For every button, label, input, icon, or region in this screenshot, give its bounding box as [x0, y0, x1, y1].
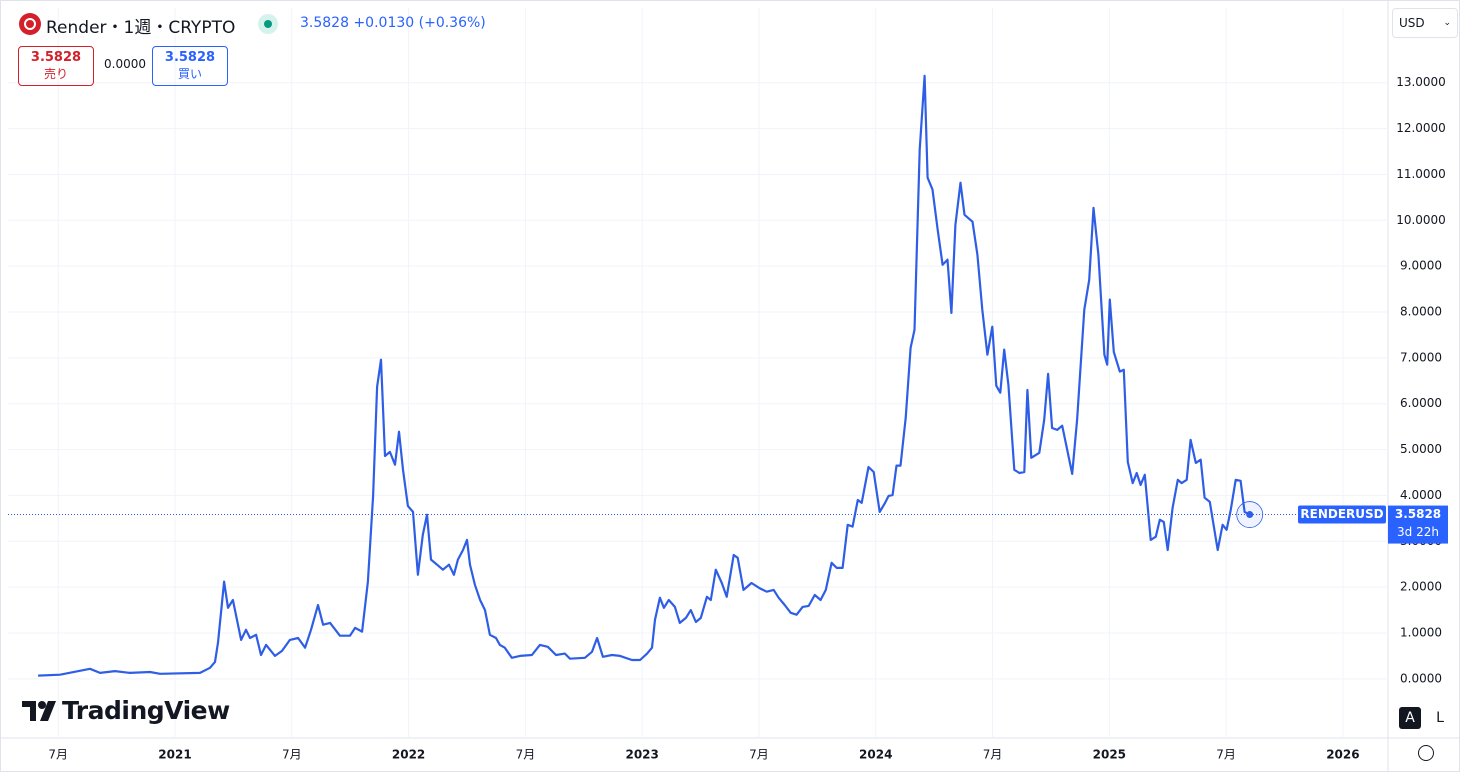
symbol-label-bg [1298, 505, 1386, 524]
price-line [38, 74, 1251, 677]
dropdown-caret: ⌄ [1443, 18, 1451, 28]
y-tick-label: 11.0000 [1396, 167, 1446, 181]
sell-button[interactable]: 3.5828 売り [18, 46, 94, 86]
x-tick-label: 7月 [48, 748, 68, 762]
price-change: +0.0130 [353, 15, 415, 31]
x-tick-label: 7月 [516, 748, 536, 762]
y-tick-label: 5.0000 [1400, 442, 1442, 456]
market-status[interactable] [258, 14, 278, 34]
y-tick-label: 13.0000 [1396, 75, 1446, 89]
buy-button[interactable]: 3.5828 買い [152, 46, 228, 86]
last-price: 3.5828 [300, 15, 349, 31]
x-tick-label: 2026 [1326, 748, 1359, 762]
y-tick-label: 1.0000 [1400, 625, 1442, 639]
y-tick-label: 8.0000 [1400, 305, 1442, 319]
x-tick-label: 7月 [282, 748, 302, 762]
log-scale-button[interactable]: L [1436, 710, 1444, 726]
sell-label: 売り [43, 67, 68, 81]
currency-select[interactable]: USD ⌄ [1392, 8, 1458, 38]
x-tick-label: 7月 [1216, 748, 1236, 762]
x-tick-label: 2021 [158, 748, 191, 762]
price-label: 3.5828 [1395, 507, 1441, 521]
brand-name: TradingView [62, 696, 230, 725]
countdown-label: 3d 22h [1397, 525, 1439, 539]
quote: 3.5828 +0.0130 (+0.36%) [300, 15, 486, 31]
price-label-bg [1388, 505, 1448, 544]
settings-button[interactable] [1418, 745, 1434, 761]
status-dot [264, 20, 272, 28]
symbol-label: RENDERUSD [1300, 507, 1383, 521]
x-tick-label: 2023 [625, 748, 658, 762]
spread: 0.0000 [104, 57, 146, 71]
last-point [1246, 511, 1254, 519]
symbol-title[interactable]: Render・1週・CRYPTO [46, 18, 236, 38]
x-tick-label: 7月 [983, 748, 1003, 762]
symbol-logo [19, 13, 41, 35]
buy-price: 3.5828 [164, 50, 216, 65]
y-tick-label: 2.0000 [1400, 580, 1442, 594]
y-tick-label: 0.0000 [1400, 671, 1442, 685]
x-tick-label: 2024 [859, 748, 892, 762]
logo-ring [24, 18, 36, 30]
currency: USD [1399, 16, 1425, 30]
x-tick-label: 2022 [392, 748, 425, 762]
auto-scale-button[interactable]: A [1399, 707, 1421, 729]
sell-price: 3.5828 [30, 50, 82, 65]
y-tick-label: 6.0000 [1400, 396, 1442, 410]
y-tick-label: 10.0000 [1396, 213, 1446, 227]
y-tick-label: 4.0000 [1400, 488, 1442, 502]
watermark: TradingView [22, 696, 230, 725]
buy-label: 買い [177, 67, 202, 81]
price-change-pct: (+0.36%) [418, 15, 486, 31]
x-tick-label: 2025 [1093, 748, 1126, 762]
x-tick-label: 7月 [749, 748, 769, 762]
y-tick-label: 9.0000 [1400, 259, 1442, 273]
y-tick-label: 12.0000 [1396, 121, 1446, 135]
brand-logo [22, 700, 56, 721]
y-tick-label: 7.0000 [1400, 350, 1442, 364]
